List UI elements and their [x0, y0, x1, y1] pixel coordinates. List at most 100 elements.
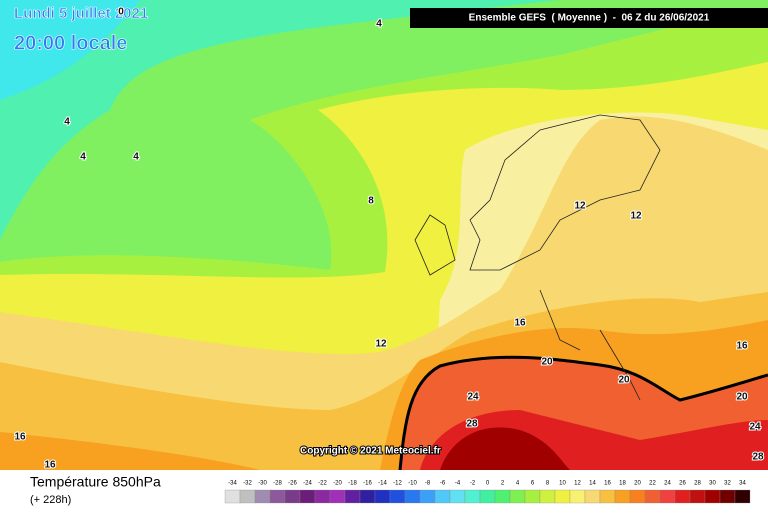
scale-swatch — [509, 489, 526, 504]
scale-swatch — [344, 489, 361, 504]
coastline — [414, 114, 661, 401]
scale-swatch — [734, 489, 751, 504]
contour-label: 0 — [118, 7, 124, 18]
contour-label: 16 — [14, 432, 26, 443]
contour-label: 20 — [541, 357, 553, 368]
scale-swatch — [569, 489, 586, 504]
contour-label: 28 — [752, 452, 764, 463]
scale-label: -26 — [288, 481, 297, 487]
scale-label: -32 — [243, 481, 252, 487]
scale-label: -30 — [258, 481, 267, 487]
scale-label: -16 — [363, 481, 372, 487]
scale-swatch — [254, 489, 271, 504]
scale-swatch — [299, 489, 316, 504]
scale-label: 6 — [531, 481, 535, 487]
scale-label: -18 — [348, 481, 357, 487]
scale-swatch — [629, 489, 646, 504]
scale-swatch — [479, 489, 496, 504]
scale-label: 26 — [679, 481, 686, 487]
scale-swatch — [584, 489, 601, 504]
scale-swatch — [434, 489, 451, 504]
header-box — [410, 8, 768, 28]
scale-label: 24 — [664, 481, 671, 487]
scale-label: -6 — [440, 481, 446, 487]
scale-swatch — [329, 489, 346, 504]
contour-label: 12 — [574, 201, 586, 212]
scale-label: -22 — [318, 481, 327, 487]
contour-label: 20 — [736, 392, 748, 403]
scale-label: -2 — [470, 481, 476, 487]
scale-swatch — [239, 489, 256, 504]
contour-label: 16 — [44, 460, 56, 471]
scale-swatch — [404, 489, 421, 504]
time: 20:00 locale — [14, 32, 127, 54]
footer-title: Température 850hPa — [30, 474, 161, 490]
scale-swatch — [539, 489, 556, 504]
scale-swatch — [599, 489, 616, 504]
scale-label: -20 — [333, 481, 342, 487]
lead-time: (+ 228h) — [30, 494, 71, 506]
contour-label: 28 — [466, 419, 478, 430]
scale-swatch — [359, 489, 376, 504]
scale-swatch — [269, 489, 286, 504]
scale-swatch — [314, 489, 331, 504]
scale-label: -14 — [378, 481, 387, 487]
scale-label: -12 — [393, 481, 402, 487]
scale-label: 16 — [604, 481, 611, 487]
scale-swatch — [644, 489, 661, 504]
band — [0, 432, 260, 470]
contour-label: 16 — [514, 318, 526, 329]
date: Lundi 5 juillet 2021 — [14, 5, 148, 22]
scale-swatch — [224, 489, 241, 504]
contour-label: 8 — [368, 196, 374, 207]
scale-swatch — [704, 489, 721, 504]
scale-label: 20 — [634, 481, 641, 487]
scale-label: -24 — [303, 481, 312, 487]
scale-swatch — [719, 489, 736, 504]
contour-label: 4 — [376, 19, 382, 30]
scale-swatch — [374, 489, 391, 504]
scale-label: 0 — [486, 481, 490, 487]
scale-label: 12 — [574, 481, 581, 487]
contour-label: 12 — [375, 339, 387, 350]
scale-swatch — [659, 489, 676, 504]
scale-label: 14 — [589, 481, 596, 487]
scale-label: 22 — [649, 481, 656, 487]
scale-label: 32 — [724, 481, 731, 487]
contour-label: 4 — [64, 117, 70, 128]
scale-label: 30 — [709, 481, 716, 487]
contour-label: 4 — [133, 152, 139, 163]
contour-label: 24 — [467, 392, 479, 403]
scale-swatch — [689, 489, 706, 504]
scale-swatch — [674, 489, 691, 504]
contour-label: 24 — [749, 422, 761, 433]
contour-label: 20 — [618, 375, 630, 386]
scale-swatch — [449, 489, 466, 504]
scale-label: -4 — [455, 481, 461, 487]
scale-label: 28 — [694, 481, 701, 487]
contour-line — [398, 355, 768, 471]
scale-swatch — [419, 489, 436, 504]
scale-swatch — [614, 489, 631, 504]
scale-label: 4 — [516, 481, 520, 487]
scale-swatch — [389, 489, 406, 504]
scale-swatch — [554, 489, 571, 504]
scale-label: 18 — [619, 481, 626, 487]
scale-swatch — [524, 489, 541, 504]
scale-label: 10 — [559, 481, 566, 487]
scale-label: -10 — [408, 481, 417, 487]
scale-swatch — [464, 489, 481, 504]
band — [440, 427, 570, 470]
scale-label: -34 — [228, 481, 237, 487]
scale-label: 8 — [546, 481, 550, 487]
contour-label: 4 — [80, 152, 86, 163]
scale-label: 34 — [739, 481, 746, 487]
scale-label: 2 — [501, 481, 505, 487]
scale-label: -28 — [273, 481, 282, 487]
copyright: Copyright © 2021 Meteociel.fr — [300, 446, 441, 457]
scale-swatch — [284, 489, 301, 504]
model-run: Ensemble GEFS ( Moyenne ) - 06 Z du 26/0… — [469, 13, 710, 24]
scale-swatch — [494, 489, 511, 504]
